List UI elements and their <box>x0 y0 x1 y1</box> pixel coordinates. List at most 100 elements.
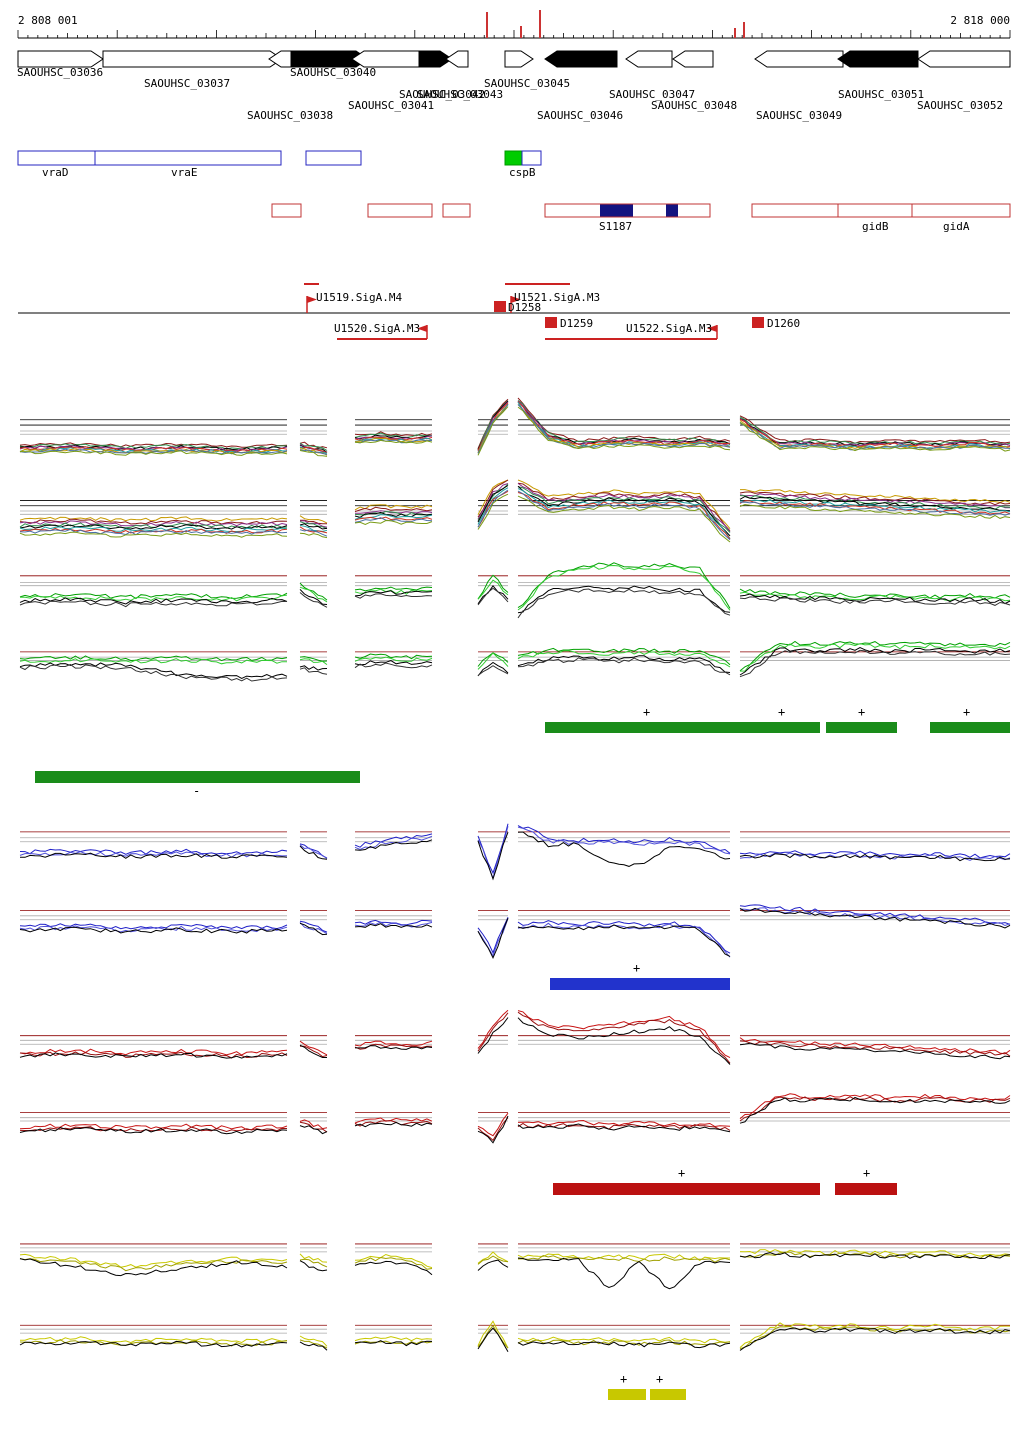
signal-line <box>477 652 509 670</box>
segment-bar-green-plus <box>930 722 1010 733</box>
annotation-label: cspB <box>509 166 536 179</box>
ruler-start-label: 2 808 001 <box>18 14 78 27</box>
gene-arrow-SAOUHSC_03051[interactable] <box>837 50 919 68</box>
signal-line <box>517 647 731 666</box>
gene-arrow-SAOUHSC_03049[interactable] <box>754 50 844 68</box>
signal-line <box>19 1052 288 1059</box>
signal-line <box>517 485 731 537</box>
segment-bar-green-minus-group: - <box>35 771 360 798</box>
signal-line <box>354 833 433 848</box>
gene-label: SAOUHSC_03048 <box>651 99 737 112</box>
terminator-box[interactable] <box>545 317 557 328</box>
signal-line <box>477 493 509 530</box>
signal-line <box>19 448 288 455</box>
signal-line <box>354 504 433 511</box>
signal-line <box>517 650 731 668</box>
signal-line <box>517 495 731 543</box>
annotation-row-blue: vraD vraE cspB <box>17 150 542 179</box>
annotation-box[interactable] <box>367 203 433 218</box>
annotation-row-red: S1187 gidB gidA <box>271 203 1011 233</box>
signal-line <box>517 486 731 533</box>
signal-line <box>354 439 433 444</box>
segment-bar-blue-plus <box>550 978 730 990</box>
signal-line <box>19 1339 288 1347</box>
tss-flag-up[interactable] <box>307 296 317 303</box>
signal-line <box>517 655 731 673</box>
tss-flag-up[interactable] <box>511 296 521 303</box>
signal-line <box>354 1336 433 1342</box>
signal-line <box>517 401 731 447</box>
annotation-box-vraE[interactable] <box>94 150 282 166</box>
ruler-end-label: 2 818 000 <box>950 14 1010 27</box>
annotation-label: vraD <box>42 166 69 179</box>
tss-flag-down[interactable] <box>707 325 717 332</box>
gene-arrow-SAOUHSC_03052[interactable] <box>917 50 1011 68</box>
signal-line <box>477 587 509 606</box>
signal-line <box>739 1040 1011 1057</box>
segment-bar-green-minus <box>35 771 360 783</box>
signal-line <box>517 1255 731 1263</box>
segment-bar-red-plus <box>835 1183 897 1195</box>
signal-line <box>354 923 433 928</box>
gene-arrow-SAOUHSC_03047[interactable] <box>625 50 673 68</box>
signal-line <box>477 1012 509 1052</box>
gene-arrow-SAOUHSC_03042[interactable] <box>418 50 453 68</box>
gene-arrow-SAOUHSC_03043[interactable] <box>445 50 469 68</box>
gene-arrow-SAOUHSC_03037[interactable] <box>102 50 283 68</box>
signal-line <box>19 516 288 522</box>
segment-bar-green-plus <box>826 722 897 733</box>
signal-line <box>354 1121 433 1128</box>
signal-line <box>517 1253 730 1262</box>
signal-line <box>19 1123 288 1131</box>
signal-line <box>477 832 509 881</box>
annotation-box-gidA[interactable] <box>911 203 1011 218</box>
gene-arrow-SAOUHSC_03046[interactable] <box>544 50 618 68</box>
signal-line <box>477 487 509 525</box>
signal-line <box>354 590 433 597</box>
annotation-box[interactable] <box>442 203 471 218</box>
signal-line <box>477 1327 509 1353</box>
signal-line <box>477 1009 509 1049</box>
signal-line <box>299 582 328 601</box>
terminator-box[interactable] <box>752 317 764 328</box>
gene-arrow-SAOUHSC_03036[interactable] <box>17 50 104 68</box>
signal-line <box>19 1126 288 1135</box>
signal-line <box>19 663 288 682</box>
signal-line <box>739 596 1011 606</box>
annotation-box-cspB[interactable] <box>504 150 523 166</box>
annotation-box-vraD[interactable] <box>17 150 96 166</box>
signal-line <box>19 592 288 600</box>
signal-line <box>354 835 433 850</box>
annotation-box[interactable] <box>751 203 839 218</box>
signal-line <box>477 1255 509 1265</box>
terminator-box[interactable] <box>494 301 506 312</box>
signal-line <box>477 1115 509 1144</box>
gene-label: SAOUHSC_03049 <box>756 109 842 122</box>
signal-line <box>299 1335 328 1347</box>
signal-line <box>739 1093 1011 1120</box>
gene-label: SAOUHSC_03052 <box>917 99 1003 112</box>
gene-arrow-SAOUHSC_03048[interactable] <box>672 50 714 68</box>
strand-sign-label: + <box>858 705 865 719</box>
annotation-fill <box>666 204 678 217</box>
signal-line <box>299 1253 328 1263</box>
annotation-box[interactable] <box>521 150 542 166</box>
signal-line <box>517 564 731 611</box>
tss-flag-down[interactable] <box>417 325 427 332</box>
annotation-box-S1187[interactable] <box>544 203 711 218</box>
annotation-box-gidB[interactable] <box>837 203 913 218</box>
annotation-box[interactable] <box>305 150 362 166</box>
gene-arrow-SAOUHSC_03045[interactable] <box>504 50 534 68</box>
signal-line <box>517 826 731 855</box>
signal-line <box>517 1011 731 1064</box>
annotation-box[interactable] <box>271 203 302 218</box>
signal-line <box>739 850 1011 859</box>
signal-line <box>477 1117 509 1142</box>
signal-line <box>19 597 288 605</box>
signal-row-red-2 <box>19 1093 1011 1144</box>
signal-line <box>299 450 328 457</box>
signal-line <box>299 845 328 860</box>
strand-sign-label: + <box>678 1166 685 1180</box>
segment-bar-blue-plus-group: + <box>550 961 730 990</box>
signal-line <box>354 586 433 592</box>
